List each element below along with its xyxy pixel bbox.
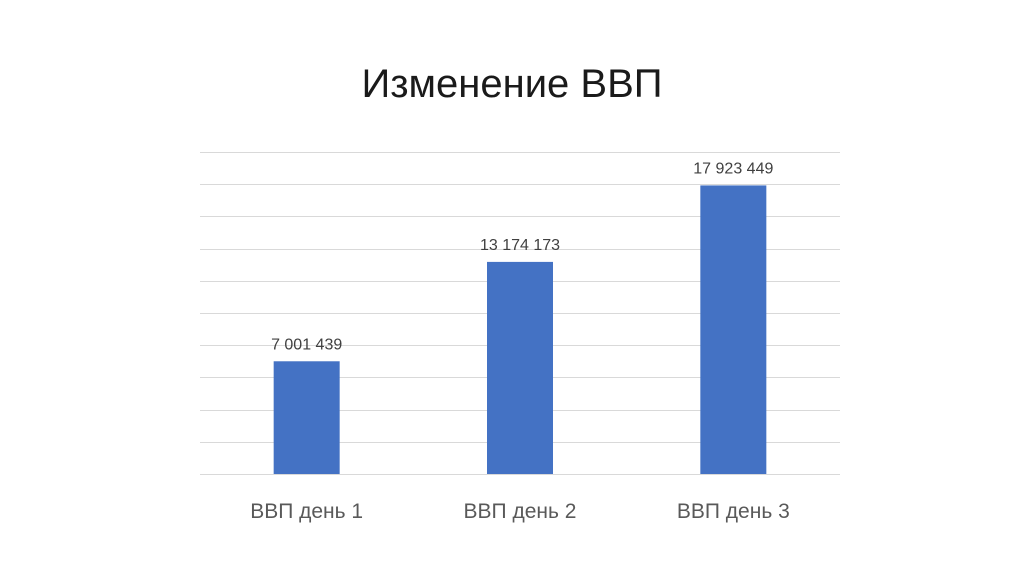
category-label: ВВП день 3: [677, 500, 790, 523]
category-axis: ВВП день 1 ВВП день 2 ВВП день 3: [250, 500, 790, 523]
category-label: ВВП день 1: [250, 500, 363, 523]
data-label: 7 001 439: [271, 336, 342, 353]
data-label: 13 174 173: [480, 237, 560, 254]
bar: [273, 361, 340, 474]
category-label: ВВП день 2: [464, 500, 577, 523]
data-label: 17 923 449: [693, 160, 773, 177]
bar: [700, 185, 767, 474]
data-labels: 7 001 439 13 174 173 17 923 449: [271, 160, 773, 353]
chart-title: Изменение ВВП: [361, 62, 663, 106]
bar: [487, 261, 553, 474]
bars: [273, 185, 767, 474]
